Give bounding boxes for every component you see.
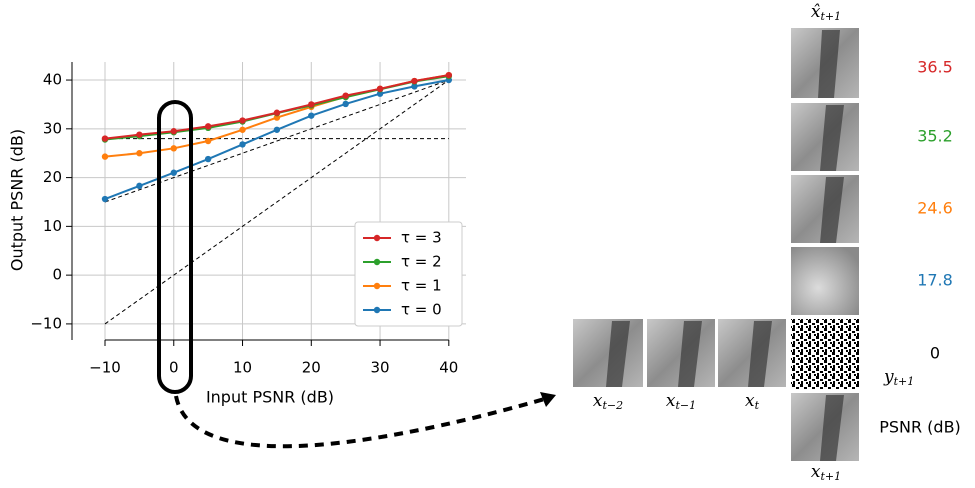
legend-box (354, 221, 463, 327)
math-base: y (883, 367, 894, 387)
math-label: xt+1 (811, 462, 841, 484)
noisy-image (791, 319, 859, 389)
math-label: x̂t+1 (811, 2, 841, 24)
math-base: x̂ (811, 2, 821, 22)
y-tick-label: 40 (43, 71, 62, 89)
x-tick-label: 30 (371, 359, 390, 377)
highlight (157, 100, 193, 394)
y-axis-label: Output PSNR (dB) (8, 129, 27, 271)
x-tick-label: 10 (233, 359, 252, 377)
point (239, 141, 246, 148)
point (101, 135, 109, 142)
x-tick-label: 20 (302, 359, 321, 377)
math-sub: t−1 (675, 399, 696, 412)
plot: −10 0 10 20 30 40 −10 0 10 20 30 40 Input PSNR (dB) O… (8, 62, 466, 407)
legend-label: τ = 2 (401, 253, 442, 271)
point (411, 83, 418, 90)
legend-marker (373, 306, 381, 314)
math-label: xt (745, 391, 760, 413)
point (308, 112, 315, 119)
point (273, 109, 281, 116)
legend-label: τ = 3 (401, 229, 442, 247)
math-base: x (745, 391, 755, 411)
point (101, 195, 109, 203)
x-tick-label: −10 (89, 359, 121, 377)
point (411, 77, 418, 85)
y-tick-label: 30 (43, 119, 62, 137)
psnr-value: 36.5 (917, 58, 953, 77)
psnr-value: 0 (930, 344, 940, 363)
math-label: xt−2 (593, 391, 623, 413)
math-label: xt−1 (666, 391, 696, 413)
y-tick-label: 0 (52, 266, 62, 284)
point (239, 117, 246, 124)
point (376, 90, 384, 97)
psnr-value: 35.2 (917, 127, 953, 146)
point (239, 126, 246, 133)
point (204, 155, 212, 163)
math-base: x (666, 391, 676, 411)
legend-marker (373, 282, 381, 290)
point (342, 100, 349, 108)
math-label: yt+1 (883, 367, 914, 389)
point (445, 71, 453, 79)
point (376, 85, 384, 93)
arrow-head (540, 392, 556, 407)
legend-marker (373, 234, 381, 242)
point (273, 114, 281, 121)
y-tick-label: 10 (43, 217, 62, 235)
legend-label: τ = 0 (401, 301, 442, 319)
psnr-value: 24.6 (917, 199, 953, 218)
math-sub: t (755, 399, 760, 412)
math-sub: t+1 (820, 470, 841, 483)
reference-line (104, 79, 450, 325)
point (136, 131, 143, 138)
point (204, 137, 212, 145)
x-axis-label: Input PSNR (dB) (206, 388, 334, 407)
image (791, 247, 859, 315)
y-tick-label: −10 (30, 314, 62, 332)
math-base: x (593, 391, 603, 411)
point (136, 182, 143, 190)
image-content (606, 30, 844, 461)
x-tick-label: 40 (439, 359, 458, 377)
legend-label: τ = 1 (401, 277, 442, 295)
legend-marker (373, 258, 381, 266)
math-sub: t−2 (602, 399, 623, 412)
point (170, 128, 177, 135)
math-sub: t+1 (820, 10, 841, 23)
x-tick-label: 0 (169, 359, 179, 377)
image-grid: x̂t+1xt−2 xt−1 xtyt+1xt+136.535.224.617.80… (157, 2, 961, 484)
point (170, 169, 177, 176)
point (204, 123, 212, 130)
point (101, 153, 109, 160)
point (273, 126, 281, 133)
point (170, 145, 177, 152)
psnr-value: 17.8 (917, 271, 953, 290)
point (342, 92, 349, 99)
point (136, 150, 143, 157)
reference-line (104, 79, 449, 203)
y-tick-label: 20 (43, 168, 62, 186)
math-base: x (811, 462, 821, 482)
math-sub: t+1 (894, 375, 915, 388)
psnr-label: PSNR (dB) (879, 418, 961, 437)
point (308, 101, 315, 108)
